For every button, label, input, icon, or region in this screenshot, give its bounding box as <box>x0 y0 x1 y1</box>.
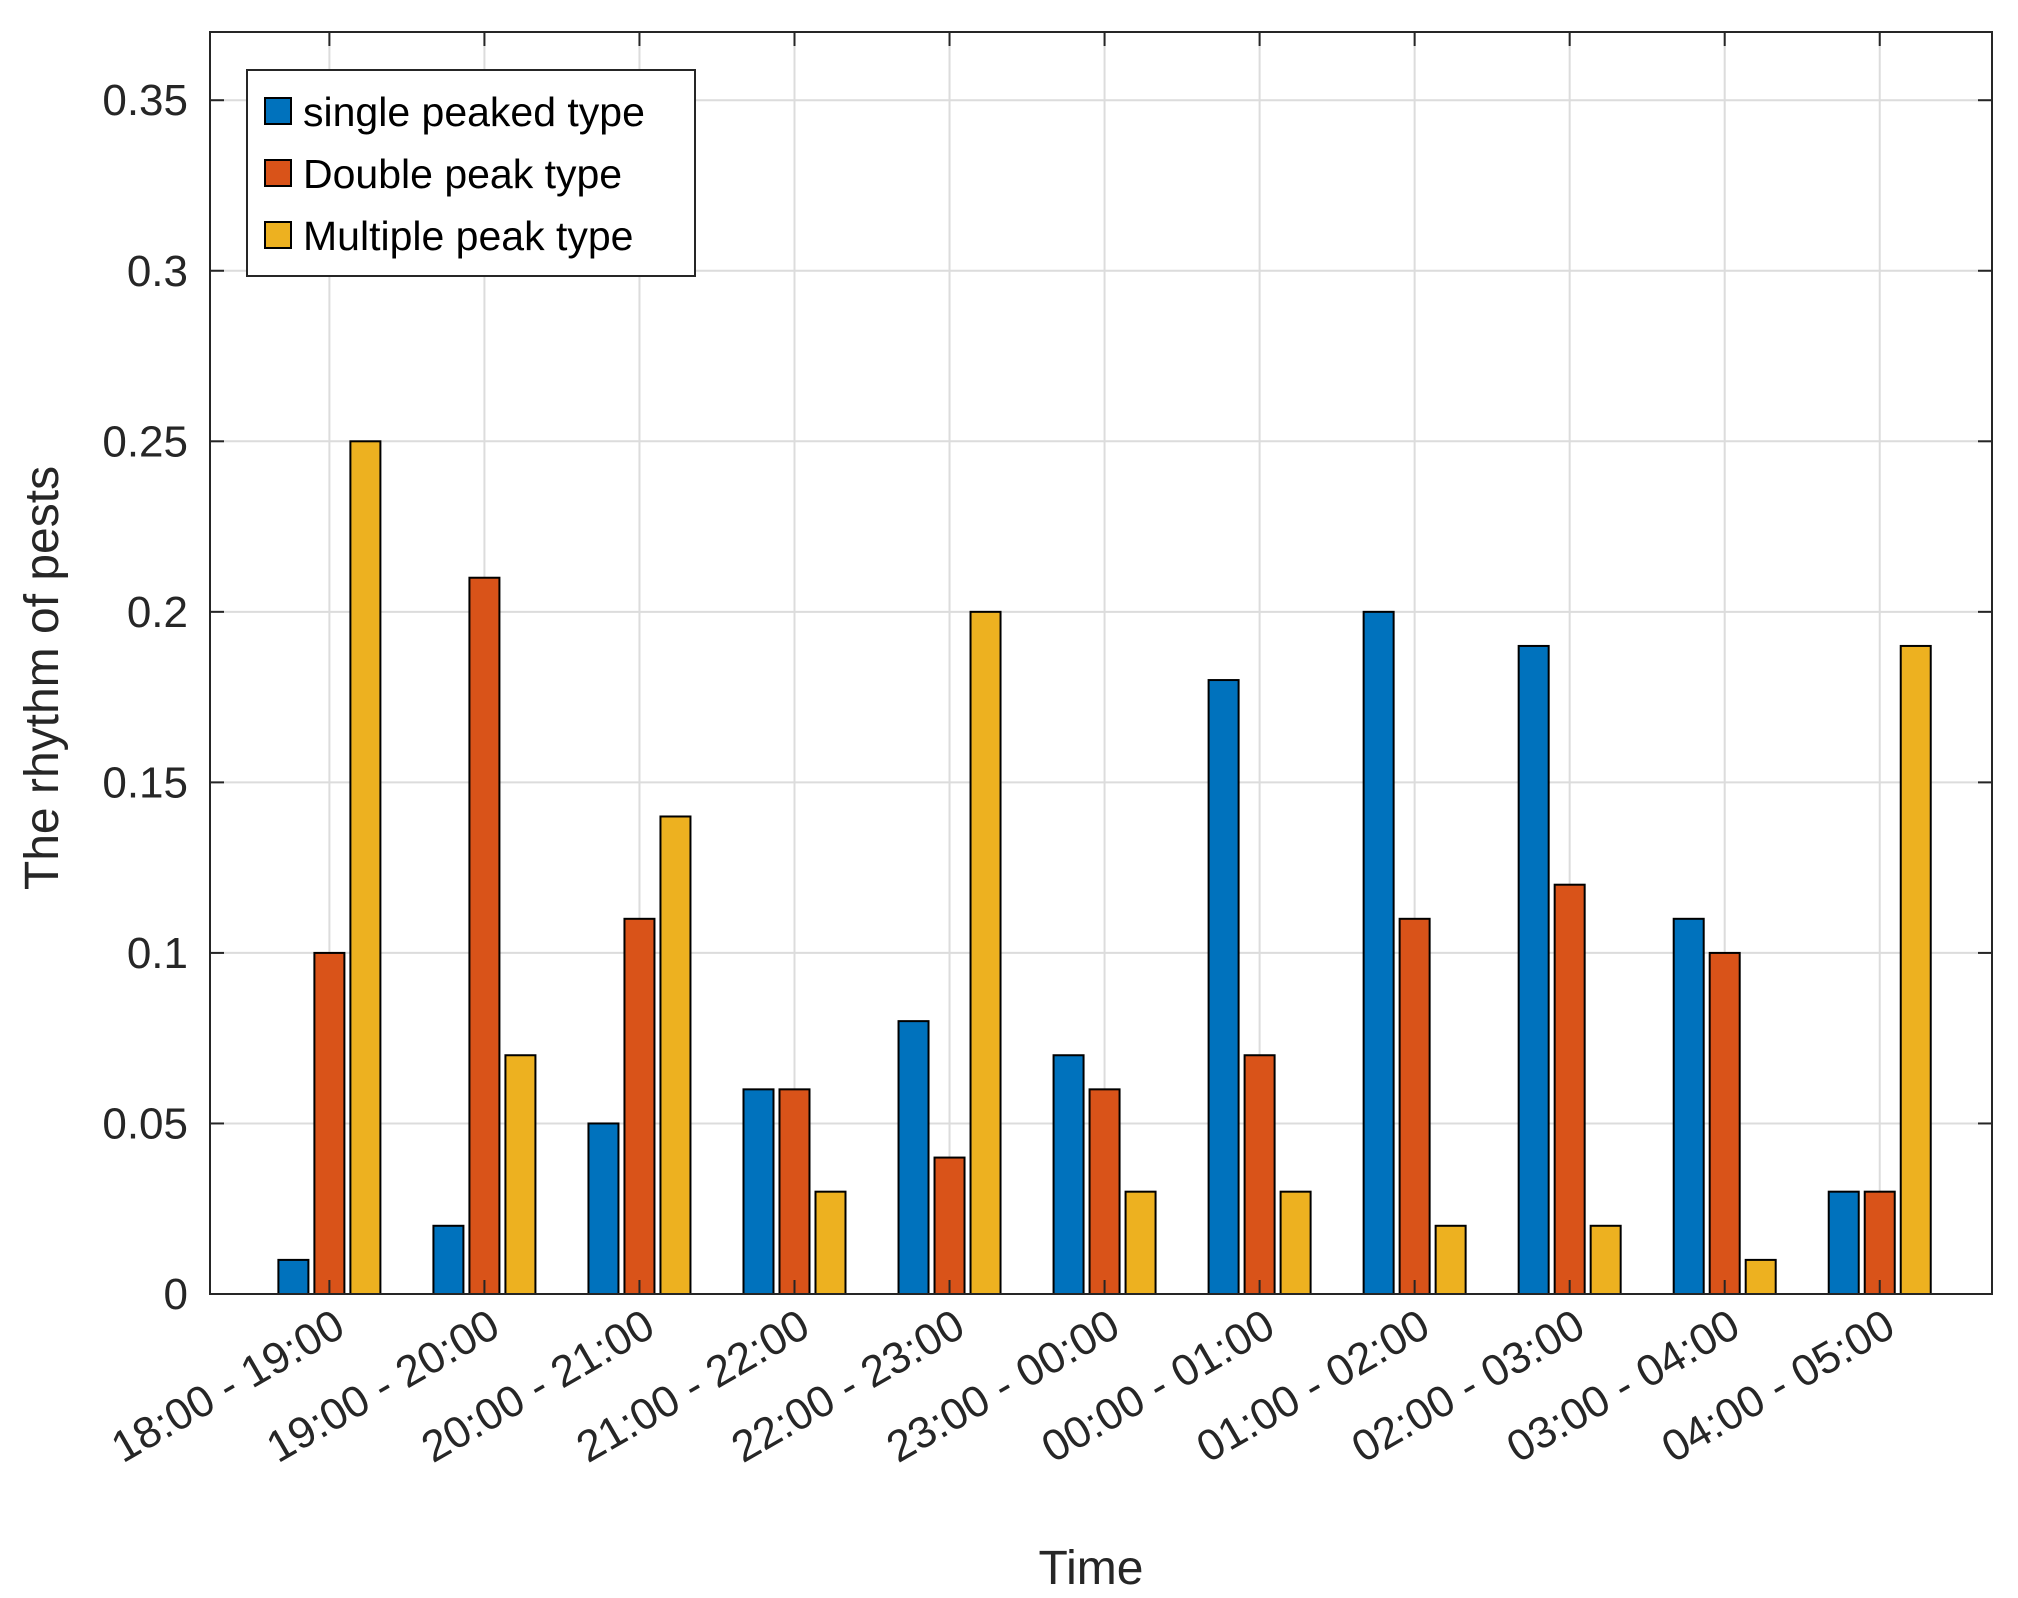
legend-box <box>246 69 696 277</box>
y-tick-label: 0.3 <box>127 247 188 296</box>
y-tick-label: 0.15 <box>102 758 188 807</box>
bar-0-6 <box>1207 679 1240 1295</box>
bar-2-1 <box>504 1054 537 1296</box>
bar-1-9 <box>1708 951 1741 1296</box>
legend-swatch-0 <box>264 97 292 125</box>
plot-box <box>209 31 1993 1295</box>
bar-2-7 <box>1434 1224 1467 1296</box>
bar-0-4 <box>897 1020 930 1295</box>
bar-1-5 <box>1088 1088 1121 1295</box>
y-axis-label: The rhythm of pests <box>16 466 69 890</box>
bar-2-6 <box>1279 1190 1312 1295</box>
bar-1-7 <box>1398 917 1431 1295</box>
bar-1-1 <box>468 576 501 1295</box>
bar-0-8 <box>1517 644 1550 1295</box>
bar-0-10 <box>1827 1190 1860 1295</box>
bar-0-5 <box>1052 1054 1085 1296</box>
bar-1-6 <box>1243 1054 1276 1296</box>
y-tick-labels: 0 0.05 0.1 0.15 0.2 0.25 0.3 0.35 <box>102 76 188 1319</box>
bar-1-2 <box>623 917 656 1295</box>
axes <box>209 31 1993 1295</box>
bar-1-3 <box>778 1088 811 1295</box>
y-tick-label: 0.2 <box>127 588 188 637</box>
y-tick-label: 0.05 <box>102 1099 188 1148</box>
y-tick-label: 0.35 <box>102 76 188 125</box>
bars <box>277 440 1932 1296</box>
bar-2-3 <box>814 1190 847 1295</box>
x-axis-label: Time <box>1039 1542 1144 1595</box>
legend-swatch-2 <box>264 221 292 249</box>
bar-1-10 <box>1863 1190 1896 1295</box>
bar-0-9 <box>1672 917 1705 1295</box>
legend-label-1: Double peak type <box>303 151 622 197</box>
bar-2-2 <box>659 815 692 1296</box>
bar-2-10 <box>1899 644 1932 1295</box>
bar-0-7 <box>1362 610 1395 1295</box>
legend: single peaked type Double peak type Multip… <box>246 69 696 277</box>
legend-label-0: single peaked type <box>303 89 645 135</box>
bar-2-4 <box>969 610 1002 1295</box>
bar-2-9 <box>1744 1258 1777 1295</box>
bar-1-4 <box>933 1156 966 1296</box>
y-tick-label: 0.25 <box>102 417 188 466</box>
legend-label-2: Multiple peak type <box>303 213 633 259</box>
bar-0-3 <box>742 1088 775 1295</box>
bar-0-2 <box>587 1122 620 1296</box>
bar-2-8 <box>1589 1224 1622 1296</box>
y-tick-label: 0.1 <box>127 929 188 978</box>
bar-0-0 <box>277 1258 310 1295</box>
bar-2-0 <box>349 440 382 1295</box>
bar-0-1 <box>432 1224 465 1296</box>
bar-1-0 <box>313 951 346 1296</box>
bar-2-5 <box>1124 1190 1157 1295</box>
legend-swatch-1 <box>264 159 292 187</box>
y-tick-label: 0 <box>164 1270 188 1319</box>
bar-1-8 <box>1553 883 1586 1295</box>
